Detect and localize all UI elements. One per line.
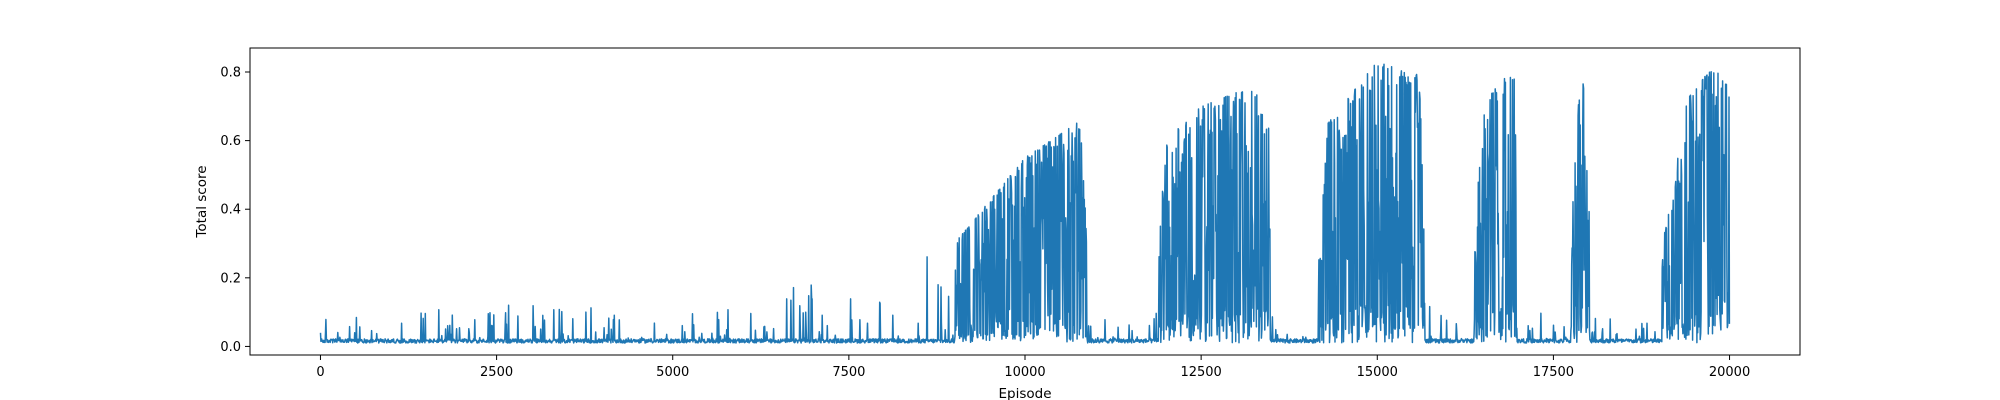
x-tick-label: 17500 bbox=[1533, 365, 1574, 380]
y-tick-label: 0.4 bbox=[220, 203, 241, 218]
y-tick-label: 0.8 bbox=[220, 66, 241, 81]
y-tick-label: 0.0 bbox=[220, 340, 241, 355]
x-tick-label: 20000 bbox=[1709, 365, 1750, 380]
x-tick-label: 10000 bbox=[1004, 365, 1045, 380]
series-line-total-score bbox=[319, 63, 1731, 344]
x-axis-ticks: 0 2500 5000 7500 10000 12500 15000 17500 20000 bbox=[316, 355, 1750, 380]
x-tick-label: 5000 bbox=[656, 365, 689, 380]
x-axis-label: Episode bbox=[998, 386, 1051, 400]
y-tick-label: 0.2 bbox=[220, 271, 241, 286]
x-tick-label: 15000 bbox=[1357, 365, 1398, 380]
x-tick-label: 12500 bbox=[1180, 365, 1221, 380]
y-axis-label: Total score bbox=[194, 165, 210, 238]
x-tick-label: 0 bbox=[316, 365, 324, 380]
x-tick-label: 7500 bbox=[832, 365, 865, 380]
y-tick-label: 0.6 bbox=[220, 134, 241, 149]
plot-area bbox=[319, 63, 1731, 344]
x-tick-label: 2500 bbox=[480, 365, 513, 380]
y-axis-ticks: 0.0 0.2 0.4 0.6 0.8 bbox=[220, 66, 250, 355]
